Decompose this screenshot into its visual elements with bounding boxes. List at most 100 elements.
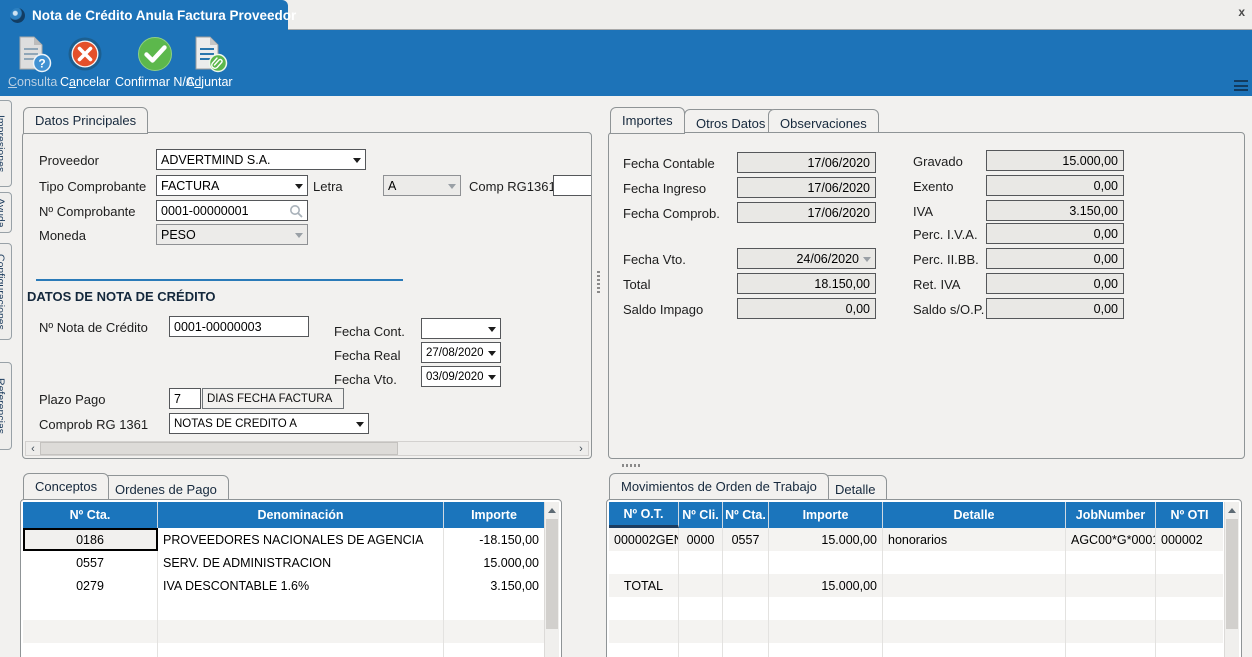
table-row xyxy=(23,620,544,643)
vertical-scrollbar[interactable] xyxy=(1224,502,1239,657)
datos-principales-panel: Proveedor ADVERTMIND S.A. Tipo Comproban… xyxy=(22,132,592,459)
column-header[interactable]: Nº OTI xyxy=(1170,508,1209,522)
confirm-check-icon xyxy=(137,37,172,71)
total-label: Total xyxy=(623,277,651,292)
perc-iva-label: Perc. I.V.A. xyxy=(913,227,978,242)
table-row[interactable]: 000002GENE 0000 0557 15.000,00 honorario… xyxy=(609,528,1223,551)
horizontal-scrollbar[interactable]: ‹ › xyxy=(25,441,589,456)
horizontal-splitter-handle[interactable] xyxy=(622,464,642,467)
table-row xyxy=(609,620,1223,643)
conceptos-panel: Nº Cta. Denominación Importe 0186 PROVEE… xyxy=(20,499,562,657)
main-content: Impresiones Ayuda Configuraciones Refere… xyxy=(0,96,1252,657)
toolbar: ? Consulta Cancelar Confirmar N/C xyxy=(0,30,1252,96)
column-header[interactable]: Nº Cta. xyxy=(23,502,158,528)
nro-nota-input[interactable]: 0001-00000003 xyxy=(169,316,309,337)
scroll-up-icon[interactable] xyxy=(545,502,559,518)
adjuntar-label: Adjuntar xyxy=(186,75,233,89)
scrollbar-thumb[interactable] xyxy=(546,519,558,629)
table-row xyxy=(609,643,1223,657)
vertical-scrollbar[interactable] xyxy=(544,502,559,657)
chevron-down-icon xyxy=(863,257,871,262)
proveedor-select[interactable]: ADVERTMIND S.A. xyxy=(156,149,366,170)
column-header[interactable]: Importe xyxy=(769,502,883,528)
column-header[interactable]: Importe xyxy=(471,508,517,522)
vertical-splitter-handle[interactable] xyxy=(597,271,600,293)
fecha-comprob-value: 17/06/2020 xyxy=(737,202,876,223)
scrollbar-thumb[interactable] xyxy=(40,442,398,455)
conceptos-table-header: Nº Cta. Denominación Importe xyxy=(23,502,544,528)
section-divider xyxy=(36,279,403,281)
fecha-vto-label: Fecha Vto. xyxy=(334,372,397,387)
column-header[interactable]: Nº O.T. xyxy=(609,502,679,528)
scroll-up-icon[interactable] xyxy=(1225,502,1239,518)
tipo-comprobante-select[interactable]: FACTURA xyxy=(156,175,308,196)
consulta-button[interactable]: ? Consulta xyxy=(8,34,57,89)
column-header[interactable]: Detalle xyxy=(883,502,1066,528)
fecha-real-select[interactable]: 27/08/2020 xyxy=(421,342,501,363)
tab-datos-principales[interactable]: Datos Principales xyxy=(23,107,149,134)
adjuntar-button[interactable]: Adjuntar xyxy=(186,34,233,89)
fecha-vto-select[interactable]: 03/09/2020 xyxy=(421,366,501,387)
fecha-ingreso-label: Fecha Ingreso xyxy=(623,181,707,196)
sidebar-item-configuraciones[interactable]: Configuraciones xyxy=(0,243,12,340)
saldo-sop-label: Saldo s/O.P. xyxy=(913,302,985,317)
table-row[interactable]: 0186 PROVEEDORES NACIONALES DE AGENCIA -… xyxy=(23,528,544,551)
ret-iva-value: 0,00 xyxy=(986,273,1124,294)
fecha-cont-select[interactable] xyxy=(421,318,501,339)
close-icon[interactable]: x xyxy=(1238,5,1245,19)
tab-importes[interactable]: Importes xyxy=(610,107,685,134)
chevron-down-icon xyxy=(353,158,361,163)
comprob-rg1361-select[interactable]: NOTAS DE CREDITO A xyxy=(169,413,369,434)
saldo-impago-label: Saldo Impago xyxy=(623,302,704,317)
tab-movimientos-ot[interactable]: Movimientos de Orden de Trabajo xyxy=(609,473,829,500)
cancelar-button[interactable]: Cancelar xyxy=(60,34,110,89)
moneda-label: Moneda xyxy=(39,228,86,243)
sidebar-item-impresiones[interactable]: Impresiones xyxy=(0,100,12,187)
table-row xyxy=(23,643,544,657)
sidebar-item-referencias[interactable]: Referencias xyxy=(0,362,12,450)
scrollbar-thumb[interactable] xyxy=(1226,519,1238,629)
confirmar-nc-button[interactable]: Confirmar N/C xyxy=(115,34,195,89)
menu-icon[interactable] xyxy=(1234,80,1248,91)
plazo-pago-label: Plazo Pago xyxy=(39,392,106,407)
nota-credito-section-title: DATOS DE NOTA DE CRÉDITO xyxy=(27,289,216,304)
chevron-down-icon xyxy=(488,375,496,380)
gravado-value: 15.000,00 xyxy=(986,150,1124,171)
table-row[interactable]: 0557 SERV. DE ADMINISTRACION 15.000,00 xyxy=(23,551,544,574)
nro-comprobante-input[interactable]: 0001-00000001 xyxy=(156,200,308,221)
column-header[interactable]: JobNumber xyxy=(1066,502,1156,528)
plazo-pago-note: DIAS FECHA FACTURA xyxy=(202,388,344,409)
iva-label: IVA xyxy=(913,204,933,219)
column-header[interactable]: Nº Cta. xyxy=(723,502,769,528)
table-row[interactable]: 0279 IVA DESCONTABLE 1.6% 3.150,00 xyxy=(23,574,544,597)
table-row-total: TOTAL 15.000,00 xyxy=(609,574,1223,597)
column-header[interactable]: Denominación xyxy=(158,502,444,528)
scroll-left-icon[interactable]: ‹ xyxy=(31,442,35,455)
fecha-ingreso-value: 17/06/2020 xyxy=(737,177,876,198)
chevron-down-icon xyxy=(295,184,303,189)
importes-panel: Fecha Contable 17/06/2020 Fecha Ingreso … xyxy=(608,132,1245,459)
exento-value: 0,00 xyxy=(986,175,1124,196)
selected-cell[interactable]: 0186 xyxy=(23,528,158,551)
svg-text:?: ? xyxy=(38,57,45,71)
proveedor-label: Proveedor xyxy=(39,153,99,168)
search-icon[interactable] xyxy=(289,204,304,219)
tab-conceptos[interactable]: Conceptos xyxy=(23,473,110,500)
chevron-down-icon xyxy=(356,422,364,427)
fecha-comprob-label: Fecha Comprob. xyxy=(623,206,720,221)
total-value: 18.150,00 xyxy=(737,273,876,294)
paperclip-glyph xyxy=(211,57,223,69)
sidebar-item-ayuda[interactable]: Ayuda xyxy=(0,192,12,233)
confirmar-label: Confirmar N/C xyxy=(115,75,195,89)
window-tab[interactable]: Nota de Crédito Anula Factura Proveedor xyxy=(0,0,296,30)
moneda-select: PESO xyxy=(156,224,308,245)
chevron-down-icon xyxy=(488,327,496,332)
comp-rg1361-input[interactable] xyxy=(553,175,591,196)
scroll-right-icon[interactable]: › xyxy=(579,442,583,455)
fecha-vto-contable-value: 24/06/2020 xyxy=(737,248,876,269)
document-attach-icon xyxy=(195,36,228,73)
column-header[interactable]: Nº Cli. xyxy=(679,502,723,528)
plazo-pago-input[interactable]: 7 xyxy=(169,388,201,409)
letra-label: Letra xyxy=(313,179,343,194)
